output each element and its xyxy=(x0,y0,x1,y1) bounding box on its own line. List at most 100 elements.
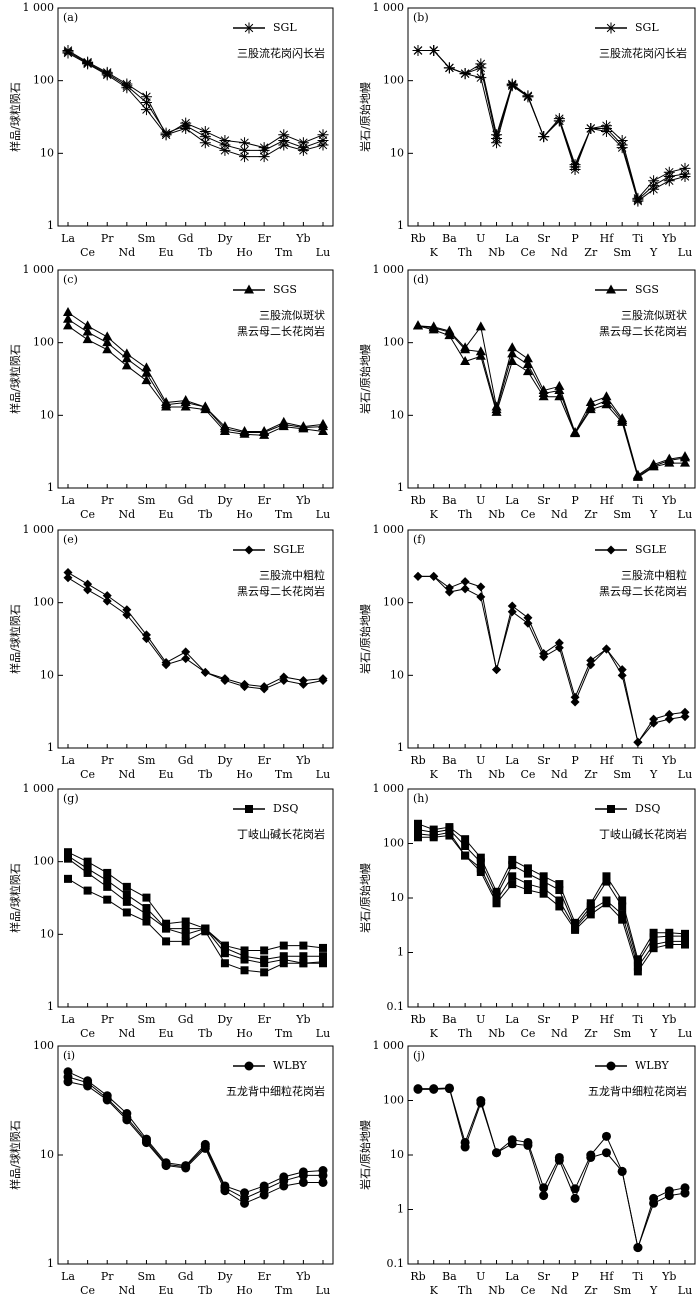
data-point xyxy=(680,457,690,467)
data-point xyxy=(413,1084,423,1094)
data-point xyxy=(554,638,564,648)
x-tick-label: Tm xyxy=(275,768,293,781)
data-point xyxy=(414,833,422,842)
legend-label: WLBY xyxy=(635,1059,670,1072)
x-tick-label: U xyxy=(476,754,485,767)
plot-frame xyxy=(407,269,696,489)
x-tick-label: Ba xyxy=(442,232,457,245)
data-point xyxy=(617,670,627,680)
data-point xyxy=(602,899,611,908)
data-point xyxy=(162,924,171,933)
data-point xyxy=(649,944,658,953)
data-point xyxy=(476,858,485,867)
legend-label: SGS xyxy=(635,283,659,296)
plot-frame xyxy=(57,529,334,749)
data-point xyxy=(554,384,565,394)
data-point xyxy=(181,654,191,664)
y-tick-label: 10 xyxy=(40,668,54,681)
data-point xyxy=(679,162,691,174)
data-point xyxy=(665,940,674,949)
data-point xyxy=(602,877,611,886)
x-tick-label: Tb xyxy=(198,1284,212,1297)
x-tick-label: Ce xyxy=(80,1284,95,1297)
x-tick-label: Hf xyxy=(600,1270,615,1283)
data-point xyxy=(258,151,270,163)
y-tick-label: 100 xyxy=(383,74,404,87)
x-tick-label: Sm xyxy=(137,754,156,767)
data-point xyxy=(160,129,172,141)
legend-marker xyxy=(607,805,615,813)
data-point xyxy=(180,122,192,134)
data-point xyxy=(618,896,627,905)
y-tick-label: 100 xyxy=(33,74,54,87)
data-point xyxy=(220,943,229,952)
data-point xyxy=(554,1155,564,1165)
x-tick-label: Ce xyxy=(520,1027,535,1040)
data-point xyxy=(181,924,190,933)
data-point xyxy=(428,45,440,57)
data-point xyxy=(220,1186,230,1196)
x-tick-label: Er xyxy=(258,494,272,507)
x-tick-label: Er xyxy=(258,1013,272,1026)
data-point xyxy=(460,356,471,366)
data-point xyxy=(632,195,644,207)
data-point xyxy=(617,1166,627,1176)
x-tick-label: Nb xyxy=(488,508,505,521)
data-point xyxy=(523,1140,533,1150)
data-point xyxy=(412,45,424,57)
x-tick-label: Zr xyxy=(584,508,598,521)
data-point xyxy=(475,346,486,356)
data-point xyxy=(461,851,470,860)
data-point xyxy=(681,932,689,941)
x-tick-label: Sr xyxy=(537,232,551,245)
x-tick-label: Ti xyxy=(632,1270,643,1283)
data-point xyxy=(539,652,549,662)
x-tick-label: La xyxy=(61,232,75,245)
data-point xyxy=(102,344,113,354)
data-point xyxy=(122,1115,132,1125)
y-tick-label: 10 xyxy=(40,927,54,940)
data-point xyxy=(63,313,73,323)
data-point xyxy=(523,613,533,623)
data-point xyxy=(492,891,501,900)
data-point xyxy=(476,867,485,876)
y-tick-label: 100 xyxy=(33,1039,54,1052)
x-tick-label: U xyxy=(476,1013,485,1026)
data-point xyxy=(122,897,131,906)
x-tick-label: Ho xyxy=(236,1027,253,1040)
x-tick-label: Lu xyxy=(678,246,692,259)
data-point xyxy=(122,908,131,917)
x-tick-label: La xyxy=(61,1270,75,1283)
x-tick-label: Zr xyxy=(584,1284,598,1297)
y-axis-title: 岩石/原始地幔 xyxy=(358,82,372,152)
data-point xyxy=(618,902,627,911)
y-tick-label: 1 000 xyxy=(373,782,405,795)
data-point xyxy=(648,461,659,471)
data-point xyxy=(298,1177,308,1187)
x-tick-label: Sm xyxy=(137,1270,156,1283)
y-axis-title: 岩石/原始地幔 xyxy=(358,863,372,933)
x-tick-label: Sm xyxy=(613,1284,632,1297)
x-tick-label: Eu xyxy=(159,1284,174,1297)
y-axis-title: 岩石/原始地幔 xyxy=(358,604,372,674)
x-tick-label: Gd xyxy=(178,1270,194,1283)
annotation: 三股流似斑状 xyxy=(621,308,687,322)
data-point xyxy=(62,47,74,59)
data-point xyxy=(141,362,152,372)
data-point xyxy=(413,571,423,581)
x-tick-label: Yb xyxy=(295,232,310,245)
data-point xyxy=(601,399,612,409)
x-tick-label: Lu xyxy=(316,1284,330,1297)
data-point xyxy=(278,139,290,151)
data-point xyxy=(162,937,171,946)
data-point xyxy=(476,582,486,592)
x-tick-label: Rb xyxy=(410,1013,425,1026)
x-tick-label: Sm xyxy=(613,246,632,259)
data-point xyxy=(570,1193,580,1203)
data-point xyxy=(664,457,675,467)
y-tick-label: 1 000 xyxy=(373,1,405,14)
data-point xyxy=(298,679,308,689)
x-tick-label: La xyxy=(61,494,75,507)
data-point xyxy=(632,471,643,481)
x-tick-label: Ti xyxy=(632,754,643,767)
